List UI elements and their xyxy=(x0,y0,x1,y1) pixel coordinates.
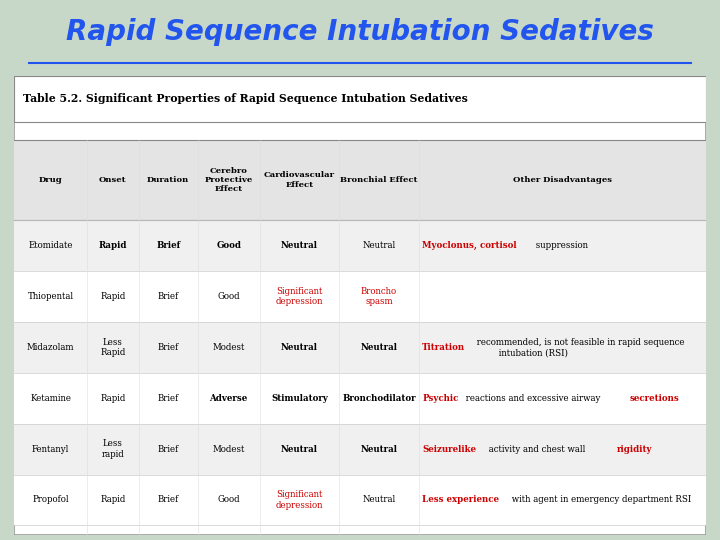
Text: Adverse: Adverse xyxy=(210,394,248,403)
Text: Brief: Brief xyxy=(158,496,179,504)
Text: Etomidate: Etomidate xyxy=(28,241,73,250)
Text: Cerebro
Protective
Effect: Cerebro Protective Effect xyxy=(204,167,253,193)
Text: Propofol: Propofol xyxy=(32,496,69,504)
Text: Neutral: Neutral xyxy=(281,241,318,250)
Text: Brief: Brief xyxy=(158,444,179,454)
Text: Stimulatory: Stimulatory xyxy=(271,394,328,403)
Text: Myoclonus, cortisol: Myoclonus, cortisol xyxy=(422,241,517,250)
Text: Less
rapid: Less rapid xyxy=(102,440,125,459)
Text: Significant
depression: Significant depression xyxy=(276,287,323,306)
Text: Significant
depression: Significant depression xyxy=(276,490,323,510)
Text: Onset: Onset xyxy=(99,176,127,184)
FancyBboxPatch shape xyxy=(14,76,706,122)
Text: Broncho
spasm: Broncho spasm xyxy=(361,287,397,306)
FancyBboxPatch shape xyxy=(14,475,706,525)
Text: suppression: suppression xyxy=(533,241,588,250)
Text: Duration: Duration xyxy=(147,176,189,184)
Text: Rapid: Rapid xyxy=(100,292,125,301)
Text: recommended, is not feasible in rapid sequence
         intubation (RSI): recommended, is not feasible in rapid se… xyxy=(474,338,685,357)
Text: Midazolam: Midazolam xyxy=(27,343,74,352)
Text: Good: Good xyxy=(217,292,240,301)
Text: Bronchodilator: Bronchodilator xyxy=(342,394,416,403)
Text: Neutral: Neutral xyxy=(281,343,318,352)
Text: Neutral: Neutral xyxy=(361,343,397,352)
FancyBboxPatch shape xyxy=(14,140,706,220)
Text: Bronchial Effect: Bronchial Effect xyxy=(341,176,418,184)
Text: Brief: Brief xyxy=(158,343,179,352)
FancyBboxPatch shape xyxy=(14,271,706,322)
Text: Modest: Modest xyxy=(212,444,245,454)
Text: Neutral: Neutral xyxy=(361,444,397,454)
FancyBboxPatch shape xyxy=(14,220,706,271)
Text: Table 5.2. Significant Properties of Rapid Sequence Intubation Sedatives: Table 5.2. Significant Properties of Rap… xyxy=(23,93,467,104)
Text: Cardiovascular
Effect: Cardiovascular Effect xyxy=(264,171,335,188)
Text: Good: Good xyxy=(217,496,240,504)
Text: Psychic: Psychic xyxy=(422,394,459,403)
Text: Brief: Brief xyxy=(158,292,179,301)
Text: Neutral: Neutral xyxy=(281,444,318,454)
FancyBboxPatch shape xyxy=(14,373,706,424)
Text: Good: Good xyxy=(216,241,241,250)
Text: Less experience: Less experience xyxy=(422,496,499,504)
Text: rigidity: rigidity xyxy=(616,444,652,454)
Text: Rapid: Rapid xyxy=(99,241,127,250)
Text: activity and chest wall: activity and chest wall xyxy=(486,444,588,454)
Text: Neutral: Neutral xyxy=(362,496,395,504)
Text: Brief: Brief xyxy=(156,241,180,250)
FancyBboxPatch shape xyxy=(14,322,706,373)
Text: Rapid: Rapid xyxy=(100,496,125,504)
Text: Rapid: Rapid xyxy=(100,394,125,403)
Text: Modest: Modest xyxy=(212,343,245,352)
Text: Less
Rapid: Less Rapid xyxy=(100,338,125,357)
Text: Fentanyl: Fentanyl xyxy=(32,444,69,454)
Text: Ketamine: Ketamine xyxy=(30,394,71,403)
Text: Seizurelike: Seizurelike xyxy=(422,444,476,454)
FancyBboxPatch shape xyxy=(14,424,706,475)
Text: Other Disadvantages: Other Disadvantages xyxy=(513,176,612,184)
Text: secretions: secretions xyxy=(629,394,679,403)
Text: Drug: Drug xyxy=(39,176,63,184)
Text: Rapid Sequence Intubation Sedatives: Rapid Sequence Intubation Sedatives xyxy=(66,18,654,45)
Text: Thiopental: Thiopental xyxy=(27,292,73,301)
Text: Titration: Titration xyxy=(422,343,465,352)
Text: reactions and excessive airway: reactions and excessive airway xyxy=(463,394,603,403)
Text: Brief: Brief xyxy=(158,394,179,403)
Text: Neutral: Neutral xyxy=(362,241,395,250)
FancyBboxPatch shape xyxy=(14,76,706,535)
Text: with agent in emergency department RSI: with agent in emergency department RSI xyxy=(509,496,692,504)
